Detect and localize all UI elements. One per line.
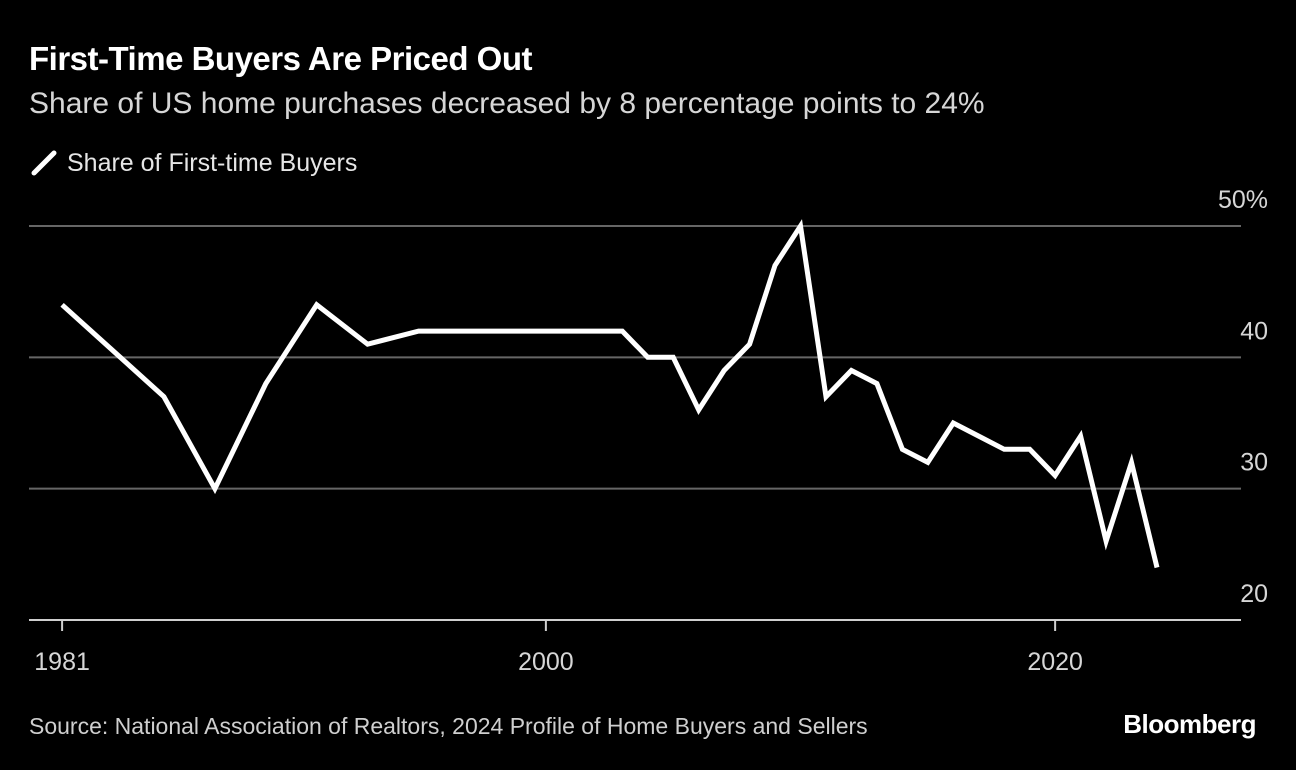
x-tick-label: 1981 [34,648,90,676]
y-tick-label: 50% [1218,186,1268,214]
x-axis [29,619,1241,631]
source-note: Source: National Association of Realtors… [29,713,868,739]
y-tick-label: 20 [1240,580,1268,608]
gridlines [29,225,1241,490]
bloomberg-logo: Bloomberg [1123,709,1256,739]
legend-label: Share of First-time Buyers [67,148,358,177]
x-tick-label: 2000 [518,648,574,676]
x-tick-label: 2020 [1027,648,1083,676]
series-line-first-time-buyers [60,219,1160,569]
series-layer [60,219,1160,569]
line-swatch-icon [31,150,57,176]
y-axis-tick-labels: 50% 40 30 20 [1218,186,1268,608]
chart-title: First-Time Buyers Are Priced Out [29,40,533,77]
x-axis-tick-labels: 1981 2000 2020 [34,648,1083,676]
y-tick-label: 40 [1240,317,1268,345]
chart-subtitle: Share of US home purchases decreased by … [29,87,985,120]
y-tick-label: 30 [1240,449,1268,477]
legend: Share of First-time Buyers [29,148,357,178]
